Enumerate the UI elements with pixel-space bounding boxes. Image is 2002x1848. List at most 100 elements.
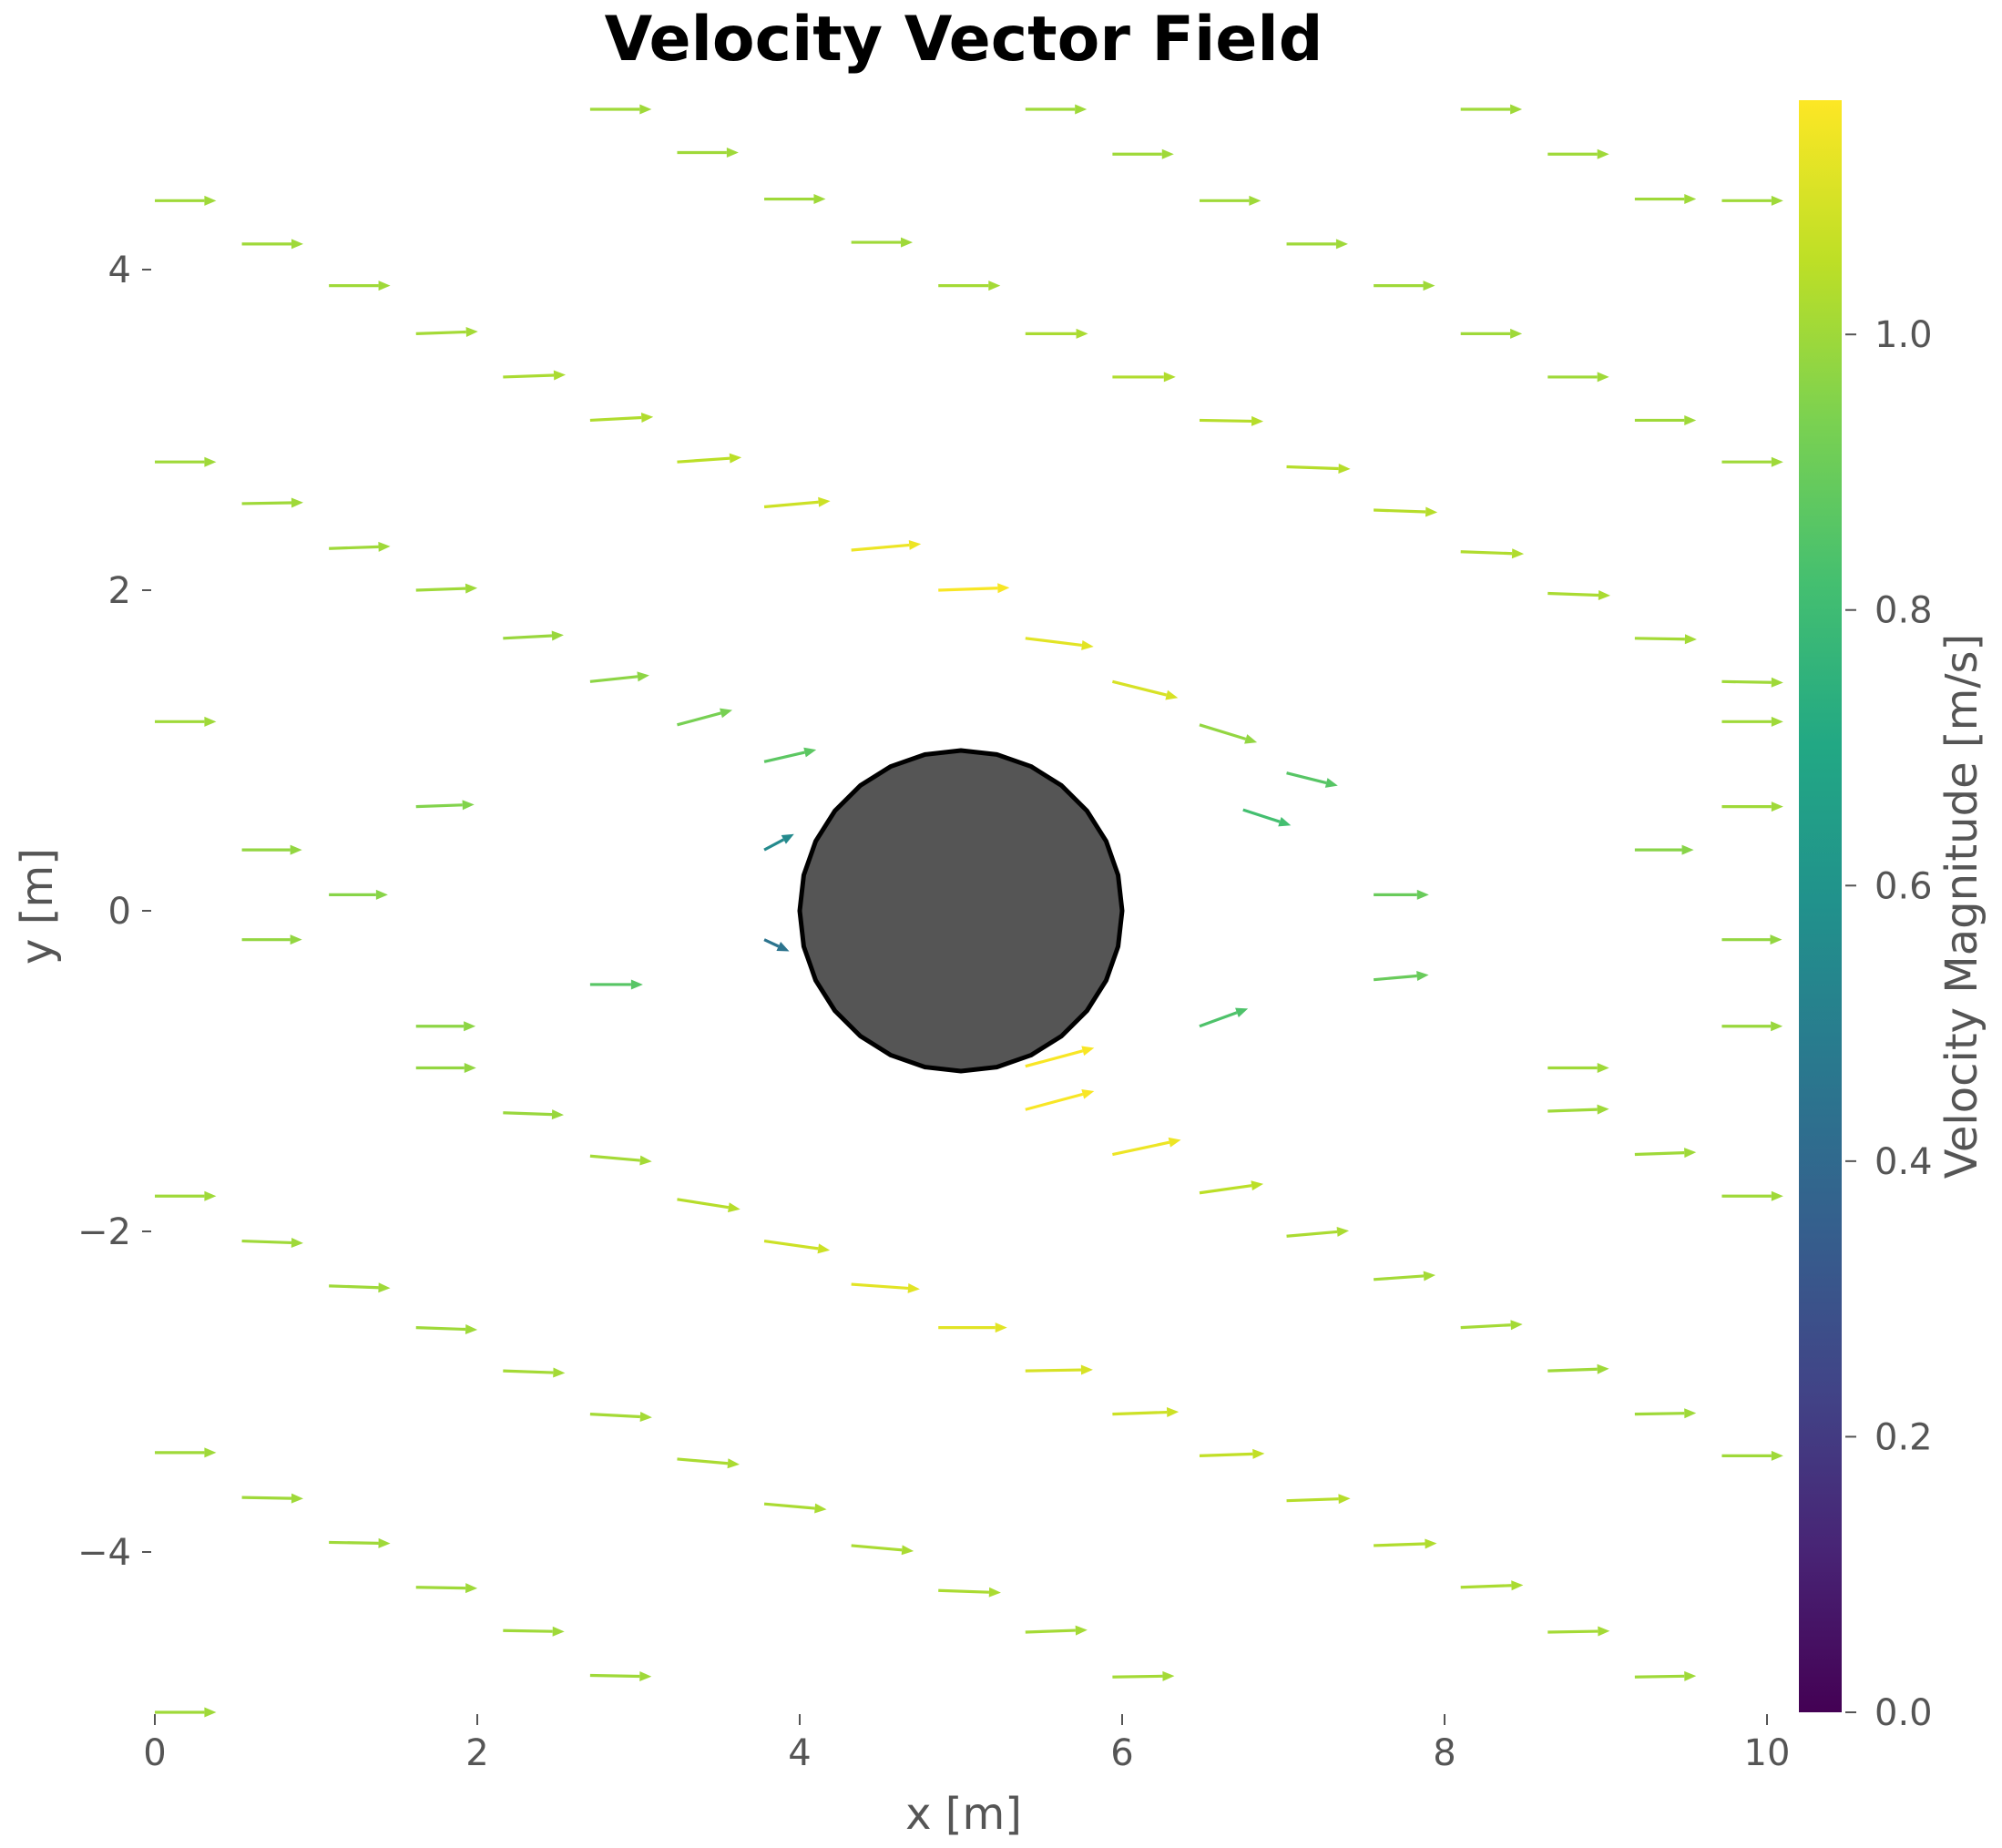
velocity-vector <box>1286 239 1348 250</box>
velocity-vector <box>415 326 478 337</box>
obstacle-shape <box>797 748 1125 1074</box>
colorbar-tick-label: 0.0 <box>1874 1692 1933 1734</box>
velocity-vector <box>1199 415 1264 426</box>
velocity-vector <box>1199 195 1261 206</box>
velocity-vector <box>763 747 817 763</box>
velocity-vector <box>851 1282 920 1293</box>
velocity-vector <box>155 1190 217 1201</box>
velocity-vector <box>589 104 652 115</box>
velocity-vector <box>677 1198 741 1213</box>
y-tick-label: −2 <box>77 1211 131 1253</box>
velocity-vector <box>1721 1021 1783 1032</box>
velocity-vector <box>589 1412 652 1423</box>
velocity-vector <box>1634 634 1697 645</box>
colorbar-tick-label: 0.6 <box>1874 865 1933 907</box>
velocity-vector <box>415 800 475 811</box>
velocity-vector <box>241 239 303 250</box>
velocity-vector <box>764 194 826 205</box>
velocity-vector <box>1199 1448 1265 1459</box>
velocity-vector <box>589 1670 652 1681</box>
velocity-vector <box>503 630 564 641</box>
x-axis-label: x [m] <box>905 1789 1022 1840</box>
velocity-vector <box>503 1109 565 1120</box>
colorbar-tick-label: 0.2 <box>1874 1416 1933 1458</box>
velocity-vector <box>415 1021 476 1032</box>
velocity-vector <box>241 1237 303 1248</box>
velocity-vector <box>1634 414 1697 425</box>
velocity-vector <box>589 671 649 683</box>
x-axis: 0 2 4 6 8 10 <box>143 1714 1790 1774</box>
velocity-vector <box>1374 281 1435 291</box>
velocity-vector <box>1547 1626 1610 1637</box>
y-tick-label: 4 <box>108 250 131 291</box>
y-tick-label: −4 <box>77 1532 131 1574</box>
velocity-vector <box>938 1322 1007 1333</box>
velocity-vector <box>1721 934 1782 945</box>
velocity-vector <box>938 1587 1001 1598</box>
velocity-vector <box>241 1493 303 1504</box>
velocity-vector <box>763 1239 831 1254</box>
velocity-vector <box>155 716 217 727</box>
velocity-vector <box>1025 104 1088 115</box>
velocity-vector <box>1547 1104 1609 1115</box>
velocity-vector <box>1721 677 1783 688</box>
velocity-vector <box>763 496 831 509</box>
velocity-vector <box>1374 889 1429 900</box>
velocity-vector <box>241 497 303 508</box>
velocity-vector <box>1547 589 1610 600</box>
velocity-vector <box>155 1707 217 1718</box>
velocity-vector <box>1025 637 1094 650</box>
velocity-vector <box>1460 1580 1524 1591</box>
velocity-vector <box>1721 716 1783 727</box>
velocity-vector <box>1373 971 1429 982</box>
velocity-vector <box>1286 463 1351 474</box>
velocity-vector <box>1547 1363 1609 1374</box>
velocity-vector <box>1634 1670 1697 1681</box>
y-axis-label: y [m] <box>12 848 63 965</box>
velocity-vector <box>503 1626 565 1637</box>
velocity-vector <box>589 979 643 990</box>
x-tick-label: 2 <box>465 1732 488 1774</box>
chart-title: Velocity Vector Field <box>605 4 1323 76</box>
velocity-vector <box>1460 104 1523 115</box>
x-tick-label: 0 <box>143 1732 166 1774</box>
velocity-vector <box>677 708 733 727</box>
velocity-vector <box>241 934 302 945</box>
velocity-vector <box>1199 1180 1264 1195</box>
velocity-vector <box>763 1502 827 1514</box>
velocity-vector <box>1721 456 1783 467</box>
x-tick-label: 8 <box>1433 1732 1456 1774</box>
colorbar-tick-label: 1.0 <box>1874 314 1933 356</box>
velocity-vector <box>1634 844 1694 855</box>
velocity-vector <box>329 1537 391 1548</box>
velocity-vector <box>677 453 742 464</box>
cylinder-obstacle <box>797 748 1125 1074</box>
x-tick-label: 6 <box>1110 1732 1133 1774</box>
velocity-vector <box>1374 1271 1436 1281</box>
velocity-vector <box>1025 1364 1093 1375</box>
velocity-vector <box>1112 148 1174 159</box>
vector-field <box>155 104 1783 1718</box>
velocity-vector <box>851 237 914 248</box>
velocity-vector <box>1721 1450 1783 1461</box>
velocity-vector <box>1112 1670 1175 1681</box>
colorbar: 0.0 0.2 0.4 0.6 0.8 1.0 <box>1799 100 1933 1734</box>
velocity-vector <box>1634 194 1697 205</box>
velocity-vector <box>1460 1320 1523 1331</box>
velocity-vector <box>1721 195 1783 206</box>
velocity-vector <box>1286 1226 1350 1238</box>
velocity-vector <box>415 1324 478 1334</box>
y-tick-label: 2 <box>108 570 131 612</box>
velocity-vector <box>1460 328 1523 339</box>
velocity-vector <box>1460 548 1525 559</box>
velocity-vector <box>851 539 922 552</box>
velocity-vector <box>329 889 388 900</box>
colorbar-label: Velocity Magnitude [m/s] <box>1936 634 1987 1179</box>
y-tick-label: 0 <box>108 891 131 933</box>
velocity-vector <box>1286 771 1338 788</box>
velocity-vector <box>1112 1407 1180 1418</box>
velocity-vector <box>938 281 1001 291</box>
velocity-vector <box>415 583 478 594</box>
velocity-vector <box>415 1062 476 1073</box>
